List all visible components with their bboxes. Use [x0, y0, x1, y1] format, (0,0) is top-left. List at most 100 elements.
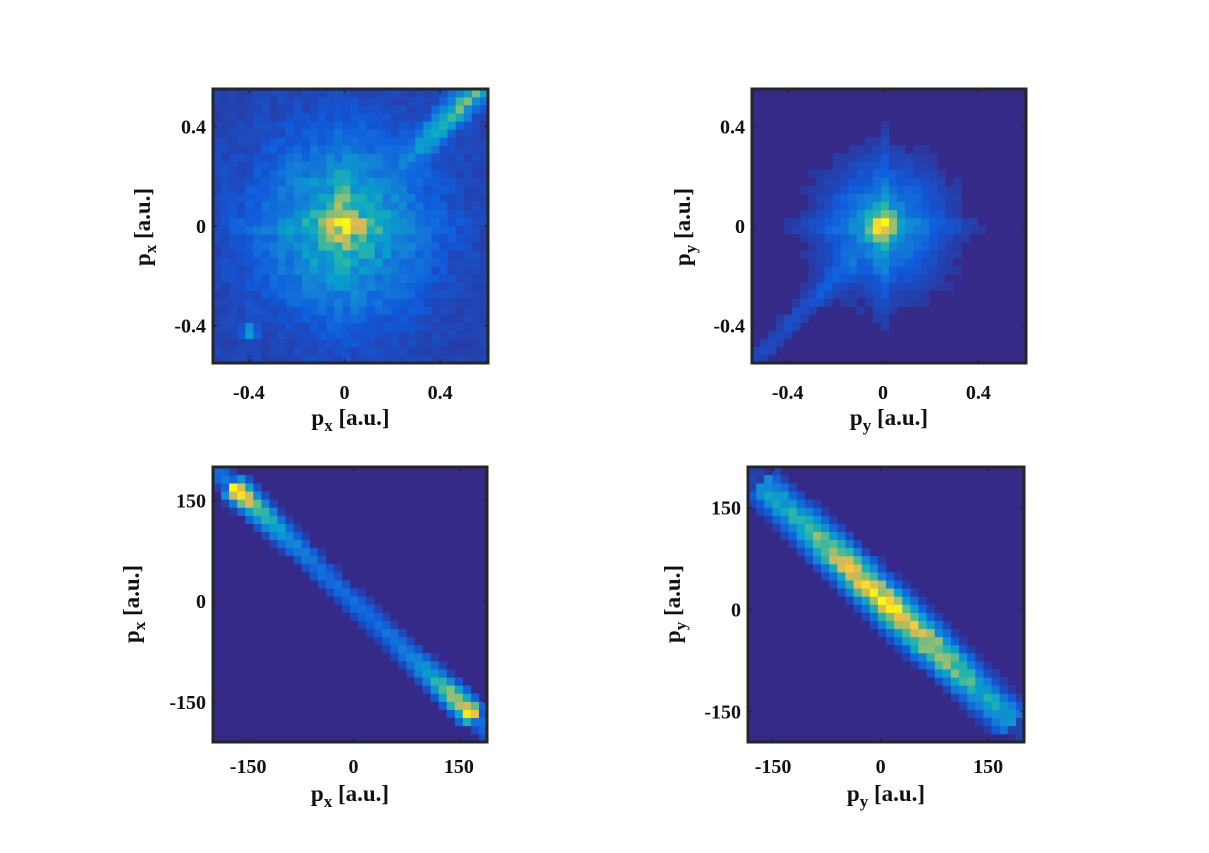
heatmap-cell [301, 555, 311, 565]
heatmap-cell [293, 169, 303, 178]
heatmap-cell [918, 604, 927, 613]
heatmap-cell [390, 354, 400, 364]
heatmap-cell [824, 258, 833, 267]
heatmap-cell [824, 209, 833, 219]
heatmap-cell [334, 113, 343, 122]
heatmap-cell [423, 290, 432, 299]
heatmap-cell [921, 258, 930, 267]
heatmap-cell [277, 129, 287, 138]
heatmap-cell [293, 258, 303, 267]
heatmap-cell [269, 515, 278, 524]
heatmap-cell [905, 209, 914, 219]
heatmap-cell [374, 161, 384, 170]
heatmap-cell [1007, 693, 1017, 702]
heatmap-cell [455, 346, 465, 356]
heatmap-cell [407, 209, 416, 219]
heatmap-cell [975, 717, 984, 727]
heatmap-cell [415, 185, 424, 195]
heatmap-cell [310, 137, 319, 146]
heatmap-cell [471, 193, 481, 203]
heatmap-cell [808, 306, 817, 315]
heatmap-cell [317, 580, 327, 589]
heatmap-cell [897, 234, 906, 243]
heatmap-cell [910, 604, 919, 613]
heatmap-cell [382, 274, 392, 283]
heatmap-cell [478, 725, 488, 735]
heatmap-cell [374, 298, 384, 307]
heatmap-cell [277, 539, 286, 549]
heatmap-cell [253, 515, 262, 524]
heatmap-cell [407, 105, 416, 114]
heatmap-cell [463, 274, 473, 283]
heatmap-cell [856, 153, 866, 162]
heatmap-cell [423, 346, 432, 356]
heatmap-cell [342, 290, 351, 299]
heatmap-cell [455, 169, 465, 178]
heatmap-cell [897, 217, 906, 227]
heatmap-cell [889, 290, 898, 299]
heatmap-cell [415, 201, 424, 211]
heatmap-cell [285, 217, 295, 227]
heatmap-cell [318, 258, 327, 267]
heatmap-cell [439, 121, 448, 130]
heatmap-cell [808, 185, 817, 195]
heatmap-cell [334, 89, 343, 98]
heatmap-cell [808, 282, 817, 291]
heatmap-cell [366, 201, 376, 211]
heatmap-cell [808, 298, 817, 307]
heatmap-cell [780, 475, 789, 484]
heatmap-cell [902, 580, 911, 589]
heatmap-cell [991, 717, 1000, 727]
heatmap-cell [310, 97, 319, 106]
heatmap-cell [261, 217, 270, 227]
heatmap-cell [905, 153, 914, 162]
heatmap-cell [889, 193, 898, 203]
heatmap-cell [910, 644, 919, 654]
heatmap-cell [824, 266, 833, 275]
heatmap-cell [479, 282, 489, 291]
x-tick-label: 0 [340, 382, 350, 404]
heatmap-cell [756, 483, 765, 492]
x-tick-label: -150 [755, 756, 792, 778]
heatmap-cell [229, 250, 238, 259]
heatmap-cell [237, 145, 246, 154]
heatmap-cell [913, 201, 922, 211]
heatmap-cell [253, 338, 262, 348]
heatmap-cell [221, 282, 230, 291]
heatmap-cell [269, 539, 278, 549]
heatmap-cell [431, 137, 440, 146]
heatmap-cell [959, 644, 968, 654]
heatmap-cell [423, 177, 432, 187]
heatmap-cell [213, 137, 222, 146]
heatmap-cell [261, 97, 270, 106]
heatmap-cell [277, 322, 287, 332]
heatmap-cell [423, 226, 432, 235]
heatmap-cell [853, 604, 862, 613]
heatmap-cell [479, 209, 489, 219]
heatmap-cell [934, 677, 944, 686]
heatmap-cell [455, 330, 465, 340]
heatmap-cell [229, 234, 238, 243]
heatmap-cell [334, 274, 343, 283]
heatmap-cell [478, 701, 488, 710]
heatmap-cell [869, 612, 879, 621]
heatmap-cell [407, 258, 416, 267]
heatmap-cell [317, 555, 327, 565]
heatmap-cell [455, 290, 465, 299]
heatmap-cell [213, 242, 222, 251]
heatmap-cell [269, 145, 279, 154]
heatmap-cell [374, 322, 384, 332]
heatmap-cell [804, 523, 814, 533]
y-tick-label: 0 [731, 600, 741, 622]
heatmap-cell [334, 250, 343, 259]
heatmap-cell [213, 113, 222, 122]
heatmap-cell [439, 185, 448, 195]
heatmap-cell [301, 539, 311, 549]
heatmap-cell [277, 145, 287, 154]
heatmap-cell [366, 604, 375, 613]
heatmap-cell [366, 258, 376, 267]
heatmap-cell [816, 193, 825, 203]
x-axis-label: px [a.u.] [311, 405, 389, 435]
heatmap-cell [261, 290, 270, 299]
heatmap-cell [221, 105, 230, 114]
